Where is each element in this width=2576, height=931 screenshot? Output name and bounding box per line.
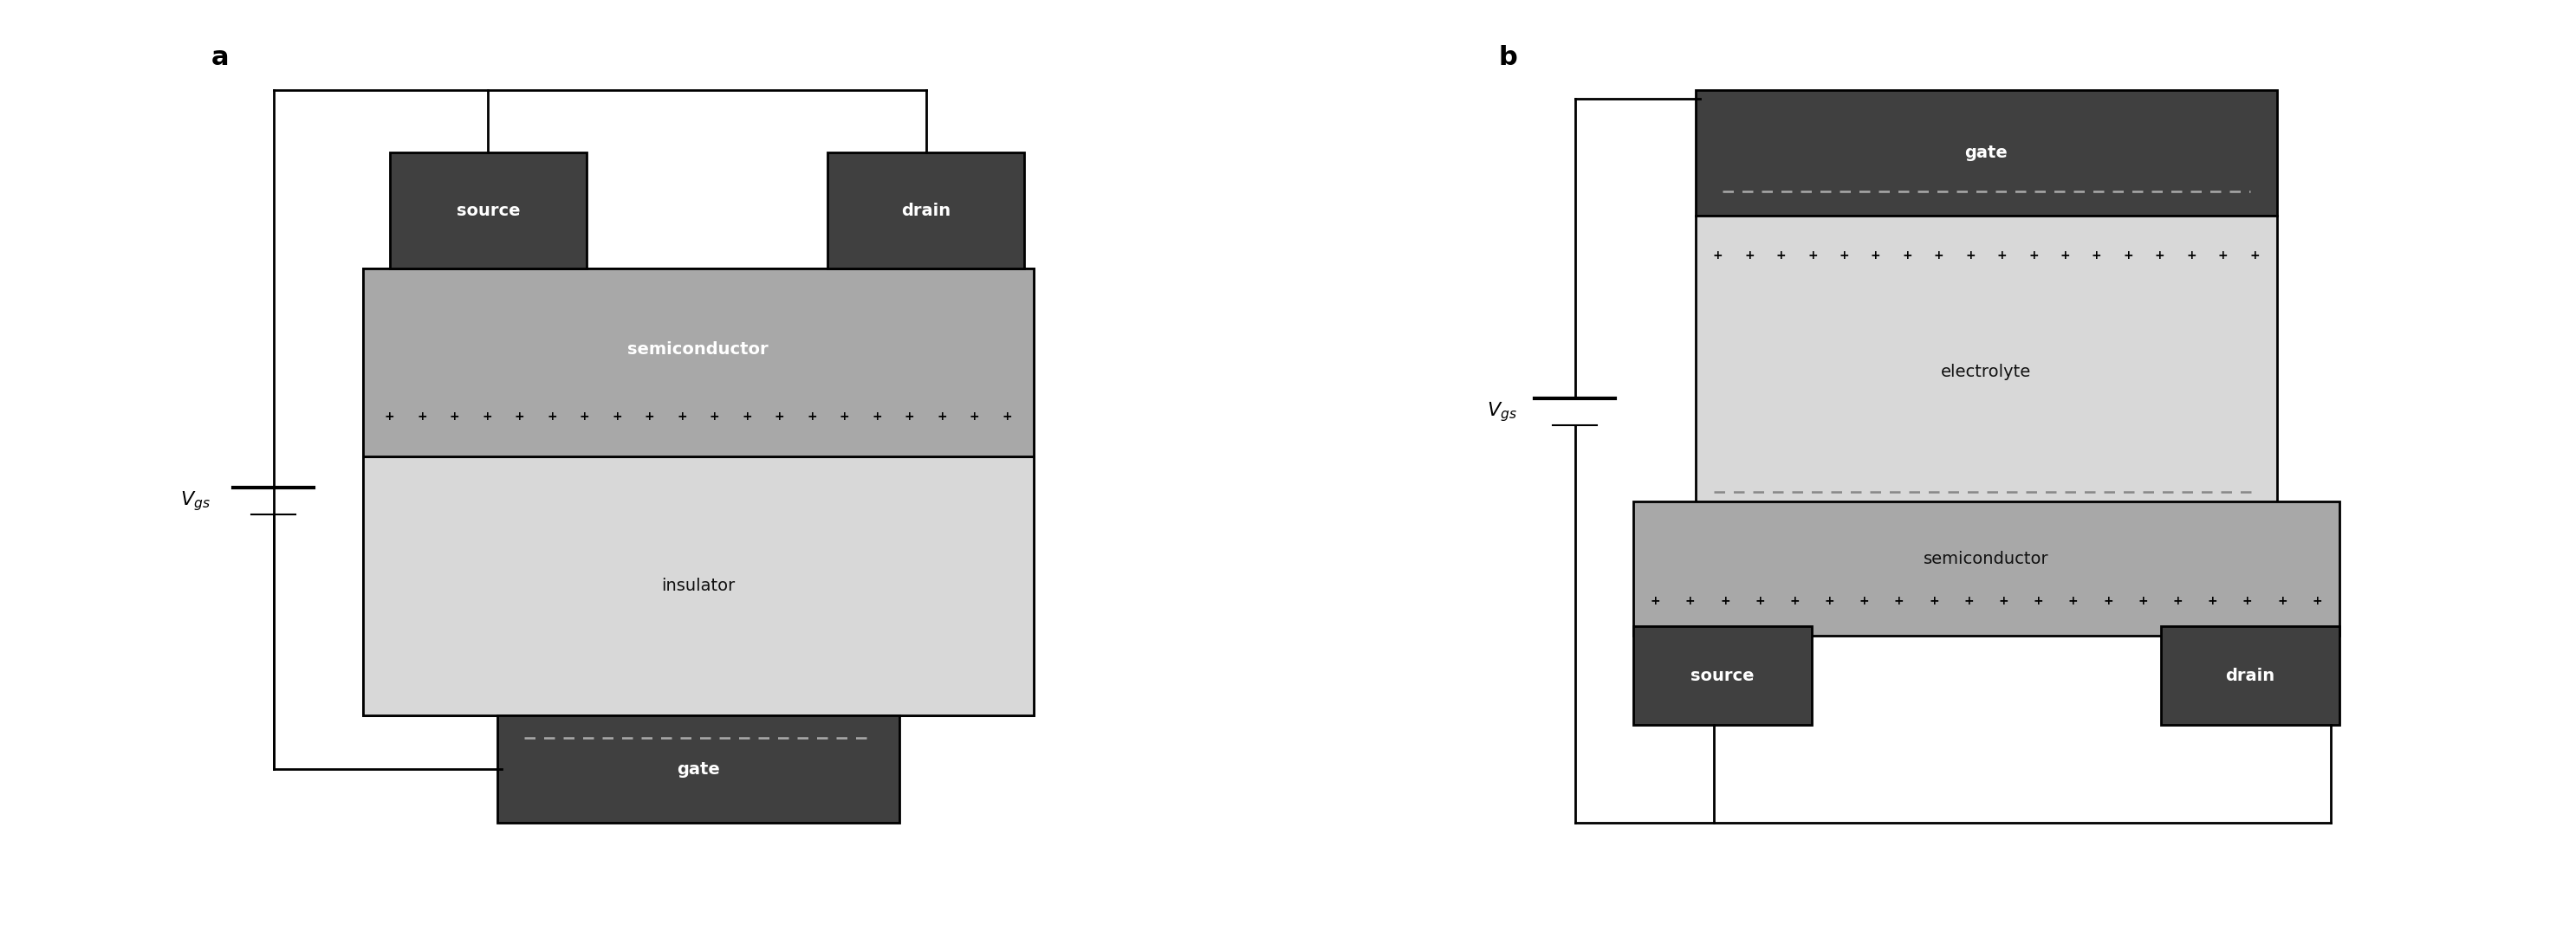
Bar [1633,501,2339,635]
Text: +: + [1839,250,1850,262]
Text: +: + [2138,595,2148,607]
Text: +: + [482,411,492,423]
Text: +: + [2241,595,2251,607]
Bar [1695,215,2277,528]
Text: +: + [1893,595,1904,607]
Bar [363,269,1033,716]
Text: +: + [742,411,752,423]
Text: +: + [904,411,914,423]
Text: +: + [2069,595,2079,607]
Text: +: + [2154,250,2164,262]
Text: +: + [1965,250,1976,262]
Text: +: + [613,411,621,423]
Text: +: + [2032,595,2043,607]
Text: +: + [708,411,719,423]
Text: +: + [1929,595,1940,607]
Text: drain: drain [902,203,951,219]
Text: +: + [1824,595,1834,607]
Text: +: + [840,411,850,423]
Text: insulator: insulator [662,578,734,594]
Text: +: + [2208,595,2218,607]
Text: +: + [677,411,688,423]
Text: +: + [1790,595,1801,607]
Text: +: + [1002,411,1012,423]
Text: +: + [546,411,556,423]
Text: +: + [969,411,979,423]
Bar [1695,90,2277,215]
Text: source: source [456,203,520,219]
Text: +: + [1721,595,1731,607]
Text: gate: gate [677,762,719,777]
Text: +: + [384,411,394,423]
Text: electrolyte: electrolyte [1942,363,2032,380]
Text: +: + [2092,250,2102,262]
Text: +: + [1963,595,1973,607]
Text: +: + [1754,595,1765,607]
Text: +: + [1685,595,1695,607]
Text: +: + [2061,250,2071,262]
Text: +: + [2027,250,2038,262]
Text: +: + [938,411,948,423]
Text: +: + [1996,250,2007,262]
Bar [1633,627,1811,724]
Text: a: a [211,46,229,71]
Text: semiconductor: semiconductor [629,341,768,358]
Text: +: + [775,411,786,423]
Text: +: + [2277,595,2287,607]
Text: b: b [1499,46,1517,71]
Text: +: + [1775,250,1785,262]
Text: +: + [1651,595,1662,607]
Text: gate: gate [1965,144,2007,161]
Text: +: + [1744,250,1754,262]
Bar [827,153,1025,269]
Text: +: + [2187,250,2197,262]
Text: +: + [1808,250,1819,262]
Text: +: + [1901,250,1911,262]
Text: +: + [806,411,817,423]
Text: +: + [2102,595,2112,607]
Text: +: + [515,411,526,423]
Text: +: + [2218,250,2228,262]
Text: +: + [1935,250,1945,262]
Text: source: source [1690,668,1754,683]
Text: +: + [2313,595,2321,607]
Bar [363,269,1033,456]
Text: +: + [2123,250,2133,262]
Text: +: + [1870,250,1880,262]
Text: +: + [417,411,428,423]
Text: +: + [644,411,654,423]
Bar [363,456,1033,716]
Text: +: + [451,411,459,423]
Bar [389,153,587,269]
Text: +: + [2249,250,2259,262]
Text: drain: drain [2226,668,2275,683]
Text: +: + [580,411,590,423]
Text: semiconductor: semiconductor [1924,551,2048,568]
Text: $V_{gs}$: $V_{gs}$ [180,490,211,513]
Text: +: + [1860,595,1870,607]
Text: +: + [871,411,881,423]
Bar [497,716,899,823]
Text: +: + [1713,250,1723,262]
Bar [2161,627,2339,724]
Text: +: + [1999,595,2009,607]
Text: $V_{gs}$: $V_{gs}$ [1486,400,1517,424]
Text: +: + [2172,595,2182,607]
